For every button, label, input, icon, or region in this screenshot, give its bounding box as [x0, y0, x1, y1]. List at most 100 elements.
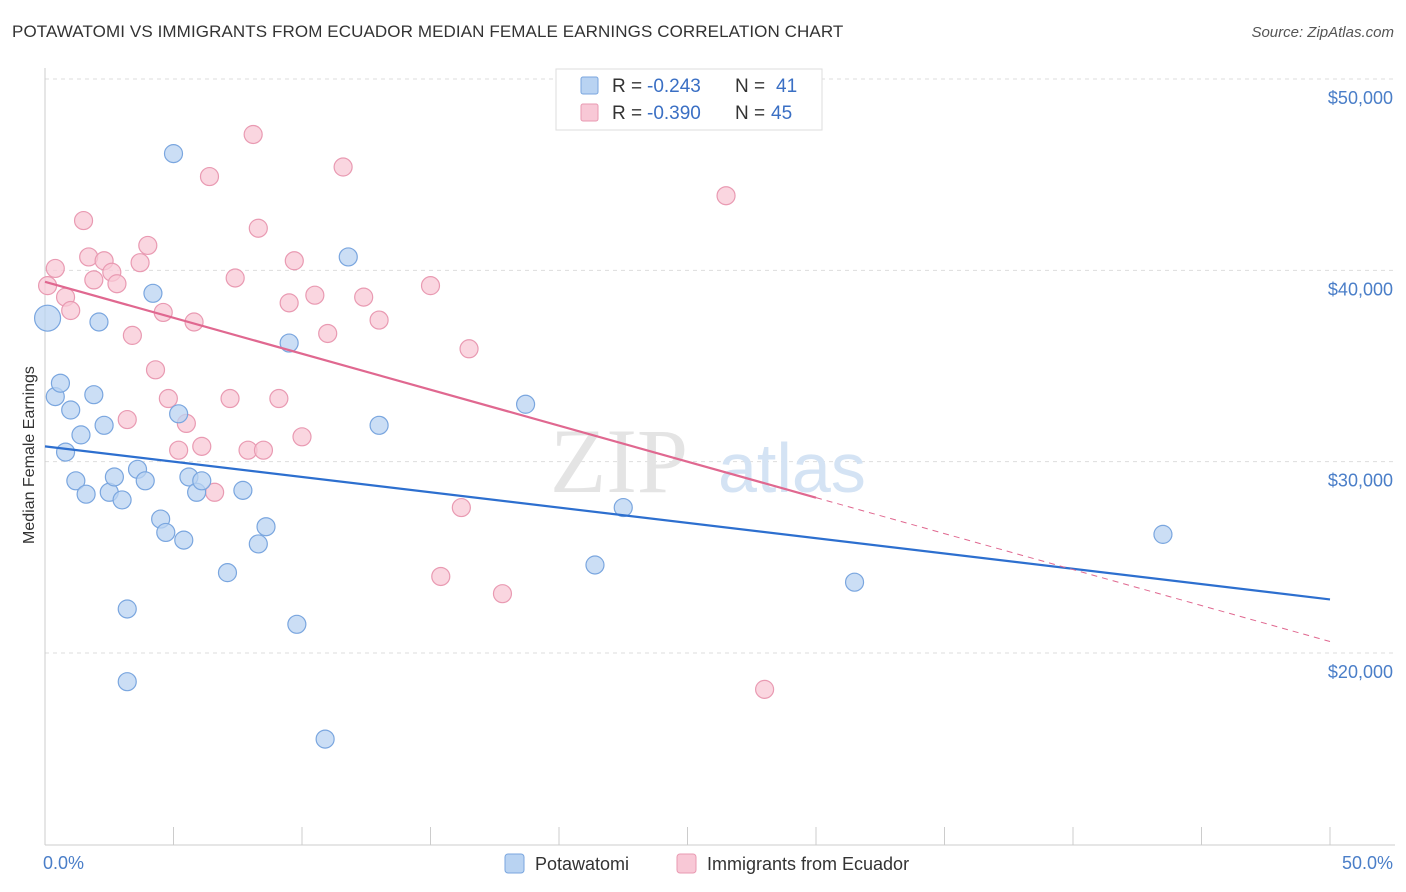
legend-r-value-1: -0.243 [647, 76, 701, 97]
point-ecuador-29 [269, 388, 289, 409]
point-ecuador-6 [84, 270, 104, 290]
point-potawatomi-32 [315, 729, 335, 749]
point-potawatomi-4 [61, 400, 81, 420]
legend-n-label-1: N = [735, 76, 765, 97]
point-ecuador-27 [248, 218, 268, 238]
source-credit: Source: ZipAtlas.com [1251, 24, 1394, 41]
watermark-zip: ZIP [550, 410, 688, 512]
point-ecuador-16 [158, 388, 178, 409]
point-ecuador-10 [117, 409, 137, 430]
chart-title: POTAWATOMI VS IMMIGRANTS FROM ECUADOR ME… [12, 22, 844, 41]
point-potawatomi-21 [169, 404, 189, 424]
legend-swatch-potawatomi [580, 76, 599, 95]
legend-r-label-1: R = [612, 76, 642, 97]
legend-swatch-ecuador [580, 103, 599, 122]
point-potawatomi-26 [217, 563, 238, 583]
point-potawatomi-10 [94, 415, 114, 435]
series-potawatomi-points [33, 144, 1173, 749]
point-potawatomi-31 [287, 614, 307, 634]
gridlines [45, 78, 1395, 654]
point-ecuador-31 [284, 251, 304, 271]
point-potawatomi-37 [613, 497, 633, 518]
point-ecuador-11 [122, 325, 142, 345]
point-potawatomi-2 [50, 373, 71, 393]
point-potawatomi-3 [55, 442, 76, 462]
x-tick-label-0: 0.0% [43, 853, 84, 873]
point-potawatomi-38 [844, 572, 865, 592]
point-potawatomi-20 [163, 144, 184, 164]
point-potawatomi-8 [84, 385, 104, 405]
y-tick-label-2: $40,000 [1328, 279, 1393, 299]
y-tick-label-1: $30,000 [1328, 471, 1393, 491]
point-ecuador-37 [369, 310, 389, 330]
point-ecuador-30 [279, 293, 299, 313]
point-potawatomi-5 [66, 471, 86, 491]
point-ecuador-24 [225, 268, 245, 288]
point-potawatomi-16 [135, 471, 155, 491]
point-ecuador-44 [754, 679, 775, 699]
legend-n-label-2: N = [735, 103, 765, 124]
point-ecuador-0 [37, 276, 58, 296]
point-potawatomi-13 [112, 490, 132, 510]
trend-lines [44, 280, 1331, 643]
point-potawatomi-6 [71, 425, 91, 445]
y-tick-label-0: $20,000 [1328, 662, 1393, 682]
legend-box: R = -0.243 N = 41 R = -0.390 N = 45 [555, 68, 823, 131]
point-ecuador-34 [318, 323, 338, 344]
point-ecuador-42 [492, 584, 513, 604]
legend-n-value-1: 41 [776, 76, 797, 97]
point-ecuador-43 [716, 186, 736, 206]
point-ecuador-3 [61, 300, 81, 321]
point-ecuador-40 [451, 497, 471, 518]
x-tick-label-1: 50.0% [1342, 853, 1393, 873]
trend-line-ecuador [44, 280, 817, 499]
point-potawatomi-39 [1153, 524, 1173, 544]
point-ecuador-23 [220, 388, 240, 409]
point-potawatomi-14 [117, 599, 137, 619]
bottom-legend-label-potawatomi: Potawatomi [535, 854, 629, 874]
watermark: ZIP atlas [550, 410, 866, 512]
axes [44, 68, 1395, 846]
point-ecuador-41 [459, 339, 479, 359]
point-ecuador-28 [253, 440, 274, 460]
trend-line-potawatomi [44, 445, 1331, 601]
point-potawatomi-22 [174, 530, 194, 550]
point-potawatomi-30 [279, 333, 299, 353]
bottom-legend-swatch-potawatomi [504, 853, 525, 874]
bottom-legend-swatch-ecuador [676, 853, 697, 874]
point-potawatomi-36 [585, 555, 605, 575]
point-ecuador-32 [292, 427, 312, 447]
point-potawatomi-35 [515, 394, 536, 414]
point-potawatomi-12 [104, 467, 124, 487]
point-ecuador-38 [420, 276, 441, 296]
point-ecuador-33 [305, 285, 325, 305]
point-potawatomi-7 [76, 484, 96, 504]
y-tick-label-3: $50,000 [1328, 88, 1393, 108]
y-tick-labels: $20,000 $30,000 $40,000 $50,000 [1328, 88, 1393, 682]
point-ecuador-14 [145, 360, 166, 380]
point-potawatomi-34 [369, 415, 389, 435]
point-ecuador-39 [431, 566, 451, 587]
bottom-legend: Potawatomi Immigrants from Ecuador [504, 853, 909, 874]
point-ecuador-20 [192, 436, 212, 456]
point-ecuador-9 [107, 274, 127, 294]
point-potawatomi-9 [89, 312, 109, 332]
legend-r-value-2: -0.390 [647, 103, 701, 124]
legend-r-label-2: R = [612, 103, 642, 124]
point-ecuador-21 [199, 166, 220, 187]
point-ecuador-12 [130, 253, 150, 273]
point-ecuador-35 [333, 157, 353, 177]
point-potawatomi-27 [233, 480, 253, 500]
watermark-atlas: atlas [718, 429, 866, 507]
bottom-legend-label-ecuador: Immigrants from Ecuador [707, 854, 909, 874]
point-ecuador-26 [243, 124, 263, 145]
point-potawatomi-28 [248, 534, 268, 554]
point-potawatomi-40 [117, 672, 137, 692]
point-potawatomi-17 [143, 283, 163, 303]
point-potawatomi-25 [192, 471, 212, 491]
series-ecuador-points [37, 124, 775, 699]
point-ecuador-13 [138, 235, 158, 256]
y-axis-title: Median Female Earnings [21, 366, 38, 544]
point-ecuador-17 [169, 440, 189, 460]
